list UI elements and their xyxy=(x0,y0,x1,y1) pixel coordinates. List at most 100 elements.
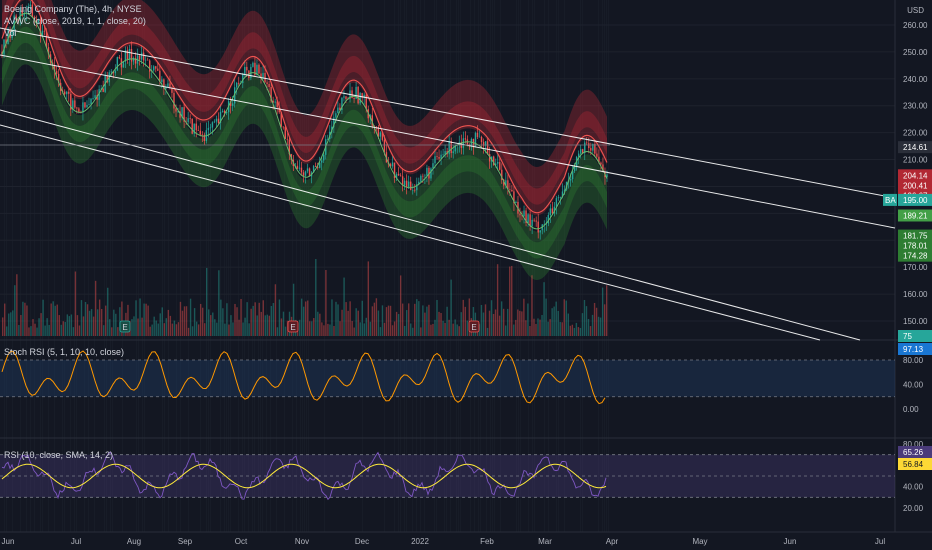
candle-body xyxy=(187,118,189,123)
main-legend: Boeing Company (The), 4h, NYSE AVWC (clo… xyxy=(4,3,146,39)
candle-body xyxy=(223,110,226,114)
candle-body xyxy=(68,91,70,94)
volume-bar xyxy=(359,322,361,336)
volume-bars xyxy=(2,259,608,336)
volume-bar xyxy=(383,322,386,336)
rsi-sma-value-tag-text: 56.84 xyxy=(903,460,924,469)
time-tick-label: Jul xyxy=(875,537,885,546)
candle-body xyxy=(13,15,15,31)
volume-bar xyxy=(549,319,551,336)
shade-stripe xyxy=(580,0,581,532)
volume-bar xyxy=(381,305,384,336)
candle-body xyxy=(146,59,149,61)
candle-body xyxy=(503,179,505,186)
candle-body xyxy=(539,230,541,233)
shade-stripe xyxy=(520,0,521,532)
price-tick-label: 170.00 xyxy=(903,263,928,272)
volume-bar xyxy=(161,307,163,336)
volume-bar xyxy=(339,321,341,336)
volume-bar xyxy=(446,306,448,336)
volume-bar xyxy=(141,317,143,336)
volume-bar xyxy=(181,310,184,336)
volume-bar xyxy=(262,300,264,336)
volume-bar xyxy=(313,318,315,336)
shade-stripe xyxy=(54,0,55,532)
volume-bar xyxy=(22,301,24,336)
candle-body xyxy=(515,201,517,203)
volume-bar xyxy=(62,321,64,336)
volume-bar xyxy=(412,327,414,336)
shade-stripe xyxy=(518,0,519,532)
trend-line[interactable] xyxy=(0,54,896,229)
candle-body xyxy=(590,148,592,151)
volume-bar xyxy=(153,316,155,336)
candle-body xyxy=(341,97,343,111)
volume-bar xyxy=(583,300,586,336)
candle-body xyxy=(389,164,392,167)
candle-body xyxy=(416,184,418,191)
volume-bar xyxy=(581,313,584,336)
avwc-indicator-label[interactable]: AVWC (close, 2019, 1, 1, close, 20) xyxy=(4,16,146,26)
shade-stripe xyxy=(230,0,231,532)
volume-bar xyxy=(218,270,220,336)
trend-line[interactable] xyxy=(0,27,896,199)
rsi-legend[interactable]: RSI (10, close, SMA, 14, 2) xyxy=(4,449,117,461)
volume-bar xyxy=(484,304,487,336)
candle-body xyxy=(361,93,363,98)
candle-body xyxy=(586,142,588,144)
volume-bar xyxy=(4,303,6,336)
candle-body xyxy=(183,107,185,122)
trend-line[interactable] xyxy=(0,124,821,341)
volume-bar xyxy=(496,264,499,336)
symbol-badge[interactable]: BA xyxy=(883,193,897,206)
volume-bar xyxy=(329,324,331,336)
candle-body xyxy=(381,132,384,140)
earnings-marker[interactable]: E xyxy=(287,320,299,333)
candle-body xyxy=(482,142,485,146)
volume-bar xyxy=(482,312,485,336)
earnings-marker[interactable]: E xyxy=(119,320,131,333)
volume-bar xyxy=(355,308,357,336)
volume-bar xyxy=(373,302,376,336)
candle-body xyxy=(440,154,442,159)
candle-body xyxy=(513,191,515,203)
candle-body xyxy=(543,224,545,225)
candle-body xyxy=(296,165,299,169)
volume-indicator-label[interactable]: Vol xyxy=(4,28,17,38)
volume-bar xyxy=(559,321,561,336)
price-tag-text: 200.41 xyxy=(903,181,928,190)
volume-bar xyxy=(347,310,349,336)
shade-stripe xyxy=(4,0,5,532)
time-axis[interactable]: Jun Jul Aug Sep Oct Nov Dec 2022 Feb Mar Apr May Jun… xyxy=(2,537,886,546)
volume-bar xyxy=(511,265,513,336)
rsi-value-tag: 65.26 xyxy=(898,446,932,458)
volume-bar xyxy=(504,325,507,336)
price-axis[interactable]: 260.00 250.00 240.00 230.00 220.00 210.00 200.… xyxy=(903,21,928,513)
trend-line[interactable] xyxy=(0,109,861,341)
volume-bar xyxy=(292,283,295,336)
earnings-icon xyxy=(119,320,131,333)
symbol-title[interactable]: Boeing Company (The), 4h, NYSE xyxy=(4,4,142,14)
volume-bar xyxy=(195,321,198,336)
volume-bar xyxy=(280,318,283,336)
volume-bar xyxy=(111,327,113,336)
candle-body xyxy=(84,102,86,108)
shade-stripe xyxy=(412,0,413,532)
vwap-line xyxy=(1,0,608,214)
candle-body xyxy=(448,141,450,155)
time-tick-label: Apr xyxy=(606,537,619,546)
candle-body xyxy=(602,164,604,172)
green-ma-line xyxy=(1,12,608,230)
earnings-marker[interactable]: E xyxy=(468,320,480,333)
candle-body xyxy=(288,139,291,155)
volume-bar xyxy=(436,299,438,336)
candle-body xyxy=(258,64,260,74)
shade-stripe xyxy=(404,0,405,532)
volume-bar xyxy=(408,303,410,336)
candle-body xyxy=(268,83,270,87)
stoch-rsi-legend[interactable]: Stoch RSI (5, 1, 10, 10, close) xyxy=(4,346,128,358)
candle-body xyxy=(118,57,121,59)
